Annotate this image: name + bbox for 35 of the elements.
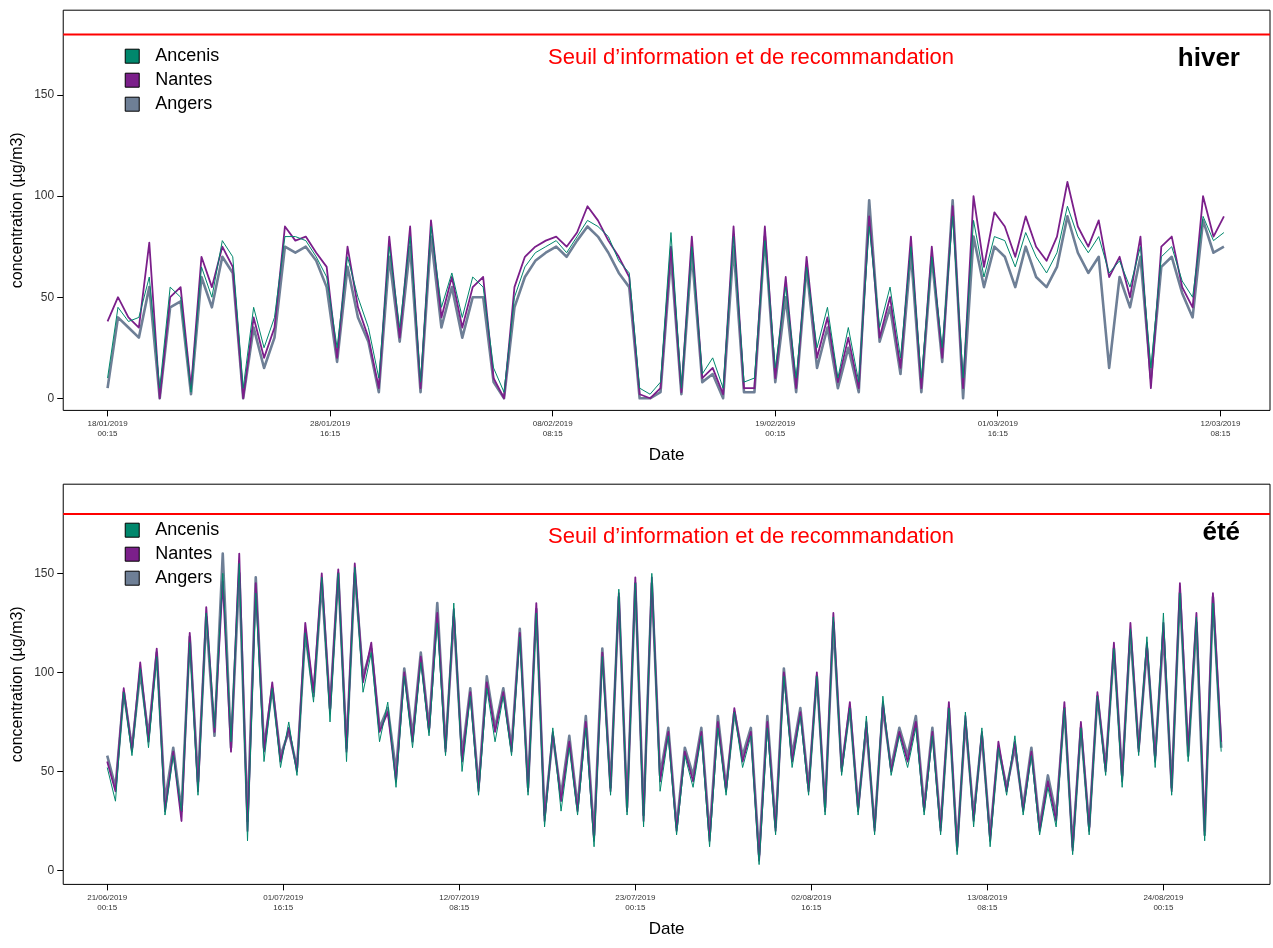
x-axis-title: Date <box>648 445 685 465</box>
legend-label: Angers <box>155 567 213 588</box>
x-tick-label: 08/02/2019 08:15 <box>532 419 574 438</box>
y-tick-label: 150 <box>34 565 55 580</box>
legend-label: Ancenis <box>155 519 220 540</box>
y-tick-label: 50 <box>40 763 55 778</box>
annotation: hiver <box>1177 42 1240 73</box>
ref-line-label: Seuil d’information et de recommandation <box>548 43 955 69</box>
legend-label: Nantes <box>155 543 213 564</box>
x-tick-label: 19/02/2019 00:15 <box>755 419 796 438</box>
x-tick-label: 02/08/2019 16:15 <box>791 893 832 912</box>
y-tick-label: 150 <box>34 87 55 102</box>
legend-label: Angers <box>155 93 213 114</box>
ref-line-label: Seuil d’information et de recommandation <box>548 522 955 548</box>
x-tick-label: 23/07/2019 00:15 <box>615 893 656 912</box>
x-tick-label: 13/08/2019 08:15 <box>967 893 1008 912</box>
y-tick-label: 50 <box>40 289 55 304</box>
x-tick-label: 01/03/2019 16:15 <box>977 419 1019 438</box>
x-tick-label: 28/01/2019 16:15 <box>310 419 351 438</box>
x-tick-label: 18/01/2019 00:15 <box>87 419 129 438</box>
legend-label: Ancenis <box>155 45 220 66</box>
x-tick-label: 21/06/2019 00:15 <box>87 893 128 912</box>
annotation: été <box>1202 516 1240 547</box>
y-axis-title: concentration (µg/m3) <box>8 132 26 289</box>
x-tick-label: 12/03/2019 08:15 <box>1200 419 1242 438</box>
y-tick-label: 100 <box>34 188 55 203</box>
y-axis-title: concentration (µg/m3) <box>8 606 26 763</box>
x-axis-title: Date <box>648 919 685 939</box>
y-tick-label: 0 <box>47 390 55 405</box>
y-tick-label: 100 <box>34 664 55 679</box>
x-tick-label: 01/07/2019 16:15 <box>263 893 304 912</box>
y-tick-label: 0 <box>47 862 55 877</box>
legend-label: Nantes <box>155 69 213 90</box>
x-tick-label: 24/08/2019 00:15 <box>1143 893 1184 912</box>
x-tick-label: 12/07/2019 08:15 <box>439 893 480 912</box>
